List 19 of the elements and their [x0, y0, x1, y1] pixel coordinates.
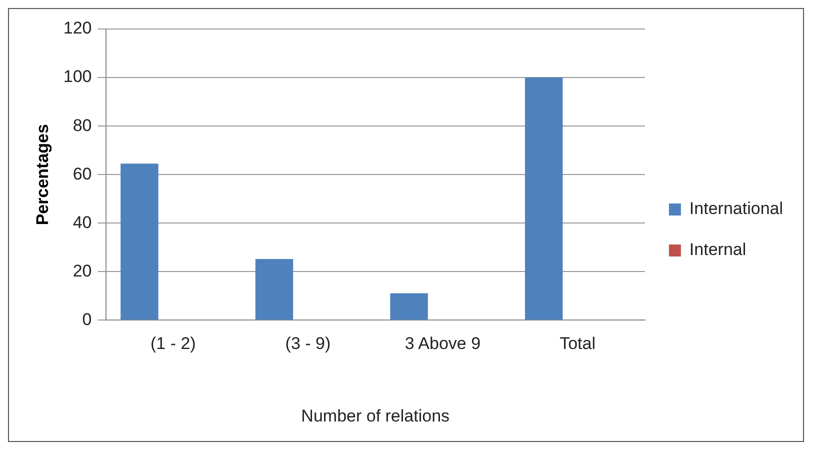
y-tick-label: 80	[72, 116, 92, 135]
bar	[120, 164, 158, 320]
x-tick-label: (1 - 2)	[150, 334, 196, 354]
y-tick-label: 100	[63, 67, 92, 86]
bar	[524, 78, 563, 320]
x-axis-title: Number of relations	[301, 406, 450, 426]
y-tick-label: 20	[72, 261, 92, 280]
y-tick-label: 40	[72, 212, 92, 232]
bar	[390, 293, 428, 320]
x-tick-label: (3 - 9)	[285, 334, 331, 354]
legend-label: International	[689, 199, 784, 218]
x-tick-label: Total	[560, 334, 596, 354]
bar	[255, 259, 294, 320]
y-tick-label: 120	[63, 18, 92, 38]
legend-label: Internal	[689, 240, 746, 260]
y-tick-label: 0	[82, 310, 92, 329]
x-tick-label: 3 Above 9	[404, 334, 481, 354]
y-axis-title: Percentages	[32, 124, 52, 226]
y-tick-label: 60	[72, 164, 92, 184]
